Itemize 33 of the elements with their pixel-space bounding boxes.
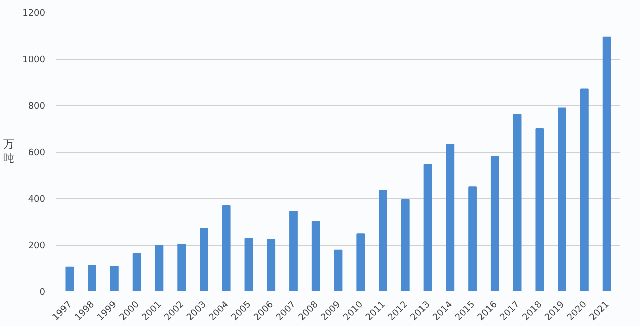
bar [155,245,164,292]
bar [446,144,455,292]
y-tick-label: 400 [28,195,46,205]
bar [178,244,186,292]
bar [88,265,96,292]
y-axis-title: 万吨 [4,138,15,166]
bar [490,156,500,292]
y-tick-label: 1200 [22,9,46,19]
bar [334,250,343,292]
bar [110,266,119,292]
bar [536,128,544,292]
bar [132,253,142,292]
y-tick-label: 600 [28,148,46,158]
y-tick-label: 1000 [22,56,46,66]
y-tick-label: 800 [28,102,46,112]
y-tick-label: 0 [40,288,46,298]
bar [401,199,410,292]
bar [468,186,477,292]
bar [244,238,254,292]
bar [200,228,208,292]
bar [424,164,432,292]
bar [290,211,298,292]
bar [66,266,74,292]
bar [558,108,566,292]
bar [267,239,276,292]
bar [356,234,366,292]
bar [222,205,231,292]
bar [312,221,320,292]
bar [379,190,388,292]
bar [602,36,612,292]
bar [580,88,589,292]
y-tick-label: 200 [28,242,46,252]
bar [513,114,522,292]
